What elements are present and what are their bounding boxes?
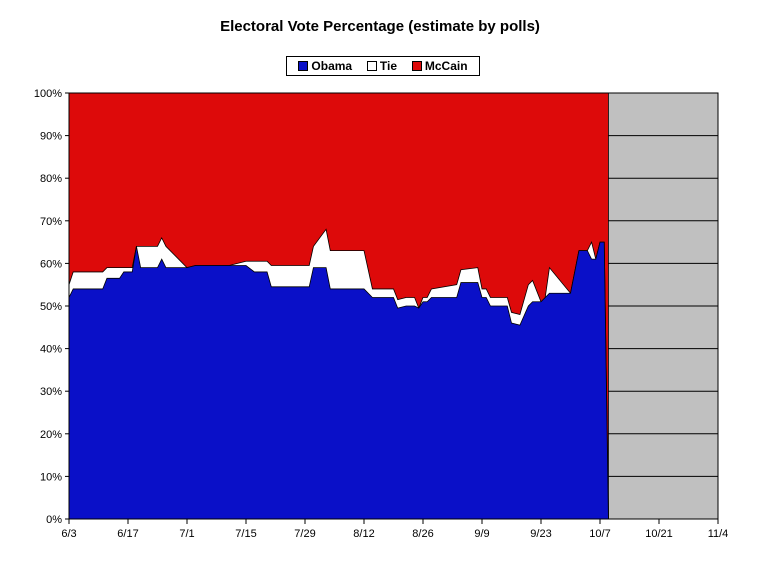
x-tick-label-7: 9/9 (474, 528, 489, 540)
x-tick-label-0: 6/3 (61, 528, 76, 540)
y-tick-label-4: 40% (40, 344, 62, 356)
y-tick-label-9: 90% (40, 131, 62, 143)
y-tick-label-1: 10% (40, 471, 62, 483)
y-tick-label-5: 50% (40, 301, 62, 313)
y-tick-label-6: 60% (40, 258, 62, 270)
x-tick-label-1: 6/17 (117, 528, 138, 540)
legend-swatch-obama (298, 61, 309, 71)
y-tick-label-7: 70% (40, 216, 62, 228)
x-tick-label-4: 7/29 (294, 528, 315, 540)
legend-item-tie: Tie (366, 59, 398, 73)
legend-item-obama: Obama (298, 59, 352, 73)
x-tick-label-11: 11/4 (708, 528, 729, 540)
series-area-obama (68, 241, 609, 520)
x-tick-label-9: 10/7 (589, 528, 610, 540)
y-tick-label-2: 20% (40, 429, 62, 441)
y-tick-label-10: 100% (34, 88, 62, 100)
y-tick-label-0: 0% (46, 514, 62, 526)
x-tick-label-10: 10/21 (645, 528, 673, 540)
y-tick-label-3: 30% (40, 386, 62, 398)
x-tick-label-2: 7/1 (179, 528, 194, 540)
legend-label-tie: Tie (379, 59, 398, 73)
x-tick-label-6: 8/26 (412, 528, 433, 540)
legend-item-mccain: McCain (411, 59, 468, 73)
legend-swatch-tie (366, 61, 377, 71)
legend-label-mccain: McCain (424, 59, 468, 73)
legend-swatch-mccain (411, 61, 422, 71)
x-tick-label-3: 7/15 (235, 528, 256, 540)
x-tick-label-5: 8/12 (353, 528, 374, 540)
x-tick-label-8: 9/23 (530, 528, 551, 540)
chart-title: Electoral Vote Percentage (estimate by p… (220, 18, 540, 35)
legend-label-obama: Obama (311, 59, 353, 73)
legend: Obama Tie McCain (286, 56, 480, 76)
y-tick-label-8: 80% (40, 173, 62, 185)
